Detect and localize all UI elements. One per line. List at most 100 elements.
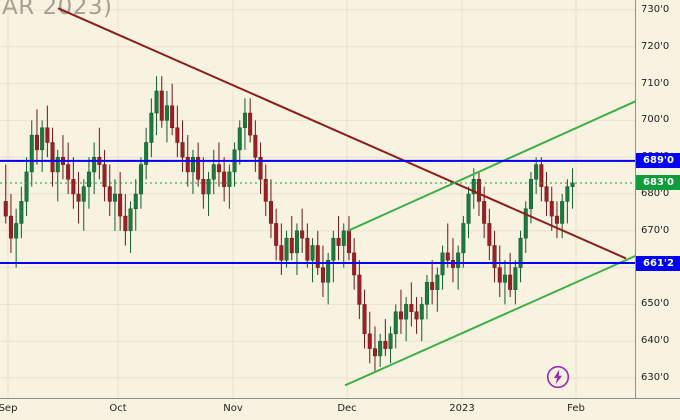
candle-body [294, 230, 299, 254]
candle-body [253, 134, 258, 158]
candle-body [320, 267, 325, 283]
candle-body [112, 193, 117, 202]
candle-body [388, 333, 393, 349]
candle-body [362, 304, 367, 335]
lightning-tool-button[interactable] [546, 365, 570, 389]
candle-body [92, 156, 97, 173]
candle-body [227, 171, 232, 187]
candle-body [180, 142, 185, 158]
candle-body [518, 237, 523, 268]
candle-body [476, 179, 481, 202]
candle-body [154, 90, 159, 114]
candle-body [346, 230, 351, 254]
price-level-chip: 661'2 [636, 255, 680, 271]
trendline-channel-lower[interactable] [344, 254, 635, 387]
candle-body [471, 179, 476, 195]
candle-body [81, 186, 86, 202]
candle-body [279, 245, 284, 261]
candle-body [331, 237, 336, 261]
candle-body [492, 245, 497, 268]
candle-body [86, 171, 91, 187]
price-tick-label: 630'0 [641, 372, 670, 383]
candle-body [45, 127, 50, 143]
current-price-chip: 683'0 [636, 175, 680, 191]
candle-body [372, 348, 377, 357]
candle-body [445, 252, 450, 261]
candle-body [398, 311, 403, 320]
candle-body [461, 223, 466, 254]
candle-body [482, 201, 487, 224]
candle-body [315, 245, 320, 268]
candle-body [3, 201, 8, 217]
candle-body [284, 237, 289, 261]
candle-body [435, 274, 440, 290]
candle-body [430, 282, 435, 290]
candle-body [185, 156, 190, 173]
time-axis[interactable]: Sep Oct Nov Dec 2023 Feb [0, 398, 680, 420]
candle-body [404, 304, 409, 320]
candle-body [378, 340, 383, 357]
candle-body [29, 134, 34, 173]
candle-body [190, 156, 195, 173]
candle-body [341, 230, 346, 246]
candle-body [237, 127, 242, 151]
time-tick-label: Feb [567, 403, 585, 414]
price-tick-label: 710'0 [641, 77, 670, 89]
candle-body [497, 267, 502, 283]
candle-body [248, 112, 253, 136]
candle-body [102, 164, 107, 187]
time-tick-label: Nov [223, 403, 243, 414]
candle-body [310, 245, 315, 261]
candle-body [300, 230, 305, 239]
candle-body [55, 156, 60, 173]
price-tick-label: 650'0 [641, 298, 670, 310]
lightning-icon [546, 365, 570, 389]
candle-body [222, 171, 227, 187]
time-tick-label: 2023 [449, 403, 475, 414]
candle-body [523, 208, 528, 239]
candle-body [409, 304, 414, 313]
candle-body [570, 182, 575, 187]
candle-body [50, 142, 55, 173]
candle-body [326, 259, 331, 283]
candle-body [71, 179, 76, 195]
candle-body [66, 164, 71, 180]
candle-body [76, 193, 81, 202]
candle-body [8, 215, 13, 239]
price-tick-label: 670'0 [641, 224, 670, 236]
candle-body [242, 112, 247, 129]
candle-body [466, 193, 471, 224]
chart-area[interactable] [0, 0, 635, 398]
candle-body [508, 274, 513, 290]
candle-body [268, 201, 273, 224]
candle-body [138, 164, 143, 195]
candle-body [170, 105, 175, 129]
candle-body [107, 186, 112, 202]
candle-body [258, 156, 263, 180]
time-tick-label: Oct [109, 403, 127, 414]
time-tick-label: Dec [337, 403, 357, 414]
candle-body [487, 223, 492, 246]
candle-body [305, 237, 310, 261]
trendline-descending-resistance[interactable] [57, 7, 627, 260]
candle-body [149, 112, 154, 143]
candle-body [367, 333, 372, 349]
candle-body [357, 274, 362, 305]
candle-body [14, 223, 19, 239]
candle-body [24, 171, 29, 202]
candle-body [144, 142, 149, 165]
candle-body [118, 193, 123, 217]
candle-body [414, 311, 419, 320]
candle-body [216, 164, 221, 173]
candle-body [289, 237, 294, 254]
candle-body [554, 215, 559, 224]
candle-body [528, 179, 533, 209]
candlestick-canvas[interactable] [0, 0, 635, 398]
price-axis[interactable]: 730'0720'0710'0700'0690'0680'0670'0660'0… [635, 0, 680, 398]
candle-body [123, 215, 128, 232]
candle-body [336, 237, 341, 246]
candle-body [544, 186, 549, 202]
candle-body [19, 201, 24, 224]
trendline-channel-upper[interactable] [347, 100, 635, 232]
